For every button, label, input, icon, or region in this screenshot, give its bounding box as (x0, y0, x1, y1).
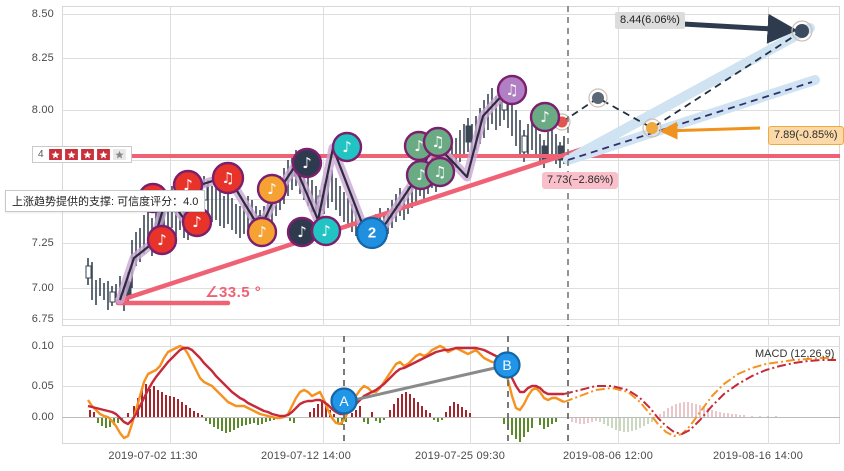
macd-ytick-0: 0.10 (31, 340, 54, 352)
star-icon (48, 149, 62, 160)
price-ytick-1: 8.25 (31, 52, 54, 64)
price-ytick-7: 6.75 (31, 313, 54, 325)
star-icon (96, 149, 110, 160)
xtick-1: 2019-07-12 14:00 (260, 450, 352, 462)
xtick-2: 2019-07-25 09:30 (414, 450, 506, 462)
support-break-label: 7.73(−2.86%) (542, 172, 619, 189)
price-ytick-5: 7.25 (31, 237, 54, 249)
macd-legend-label: MACD (12,26,9) (755, 348, 835, 360)
support-credibility-tooltip: 上涨趋势提供的支撑: 可信度评分：4.0 (5, 190, 206, 212)
macd-ytick-2: 0.00 (31, 411, 54, 423)
price-ytick-2: 8.00 (31, 104, 54, 116)
price-ytick-6: 7.00 (31, 282, 54, 294)
price-ytick-0: 8.50 (31, 8, 54, 20)
rating-value: 4 (38, 149, 44, 160)
xtick-3: 2019-08-06 12:00 (562, 450, 654, 462)
macd-ytick-1: 0.05 (31, 380, 54, 392)
credibility-rating-widget[interactable]: 4 (32, 146, 132, 163)
macd-panel-frame (62, 336, 840, 444)
star-icon-empty (112, 149, 126, 160)
star-icon (80, 149, 94, 160)
flat-forecast-label: 7.89(-0.85%) (768, 126, 844, 145)
price-panel-frame (62, 6, 840, 326)
star-icon (64, 149, 78, 160)
xtick-4: 2019-08-16 14:00 (712, 450, 804, 462)
target-price-label: 8.44(6.06%) (615, 12, 685, 29)
trend-angle-label: ∠33.5 ° (205, 284, 262, 301)
xtick-0: 2019-07-02 11:30 (108, 450, 198, 462)
